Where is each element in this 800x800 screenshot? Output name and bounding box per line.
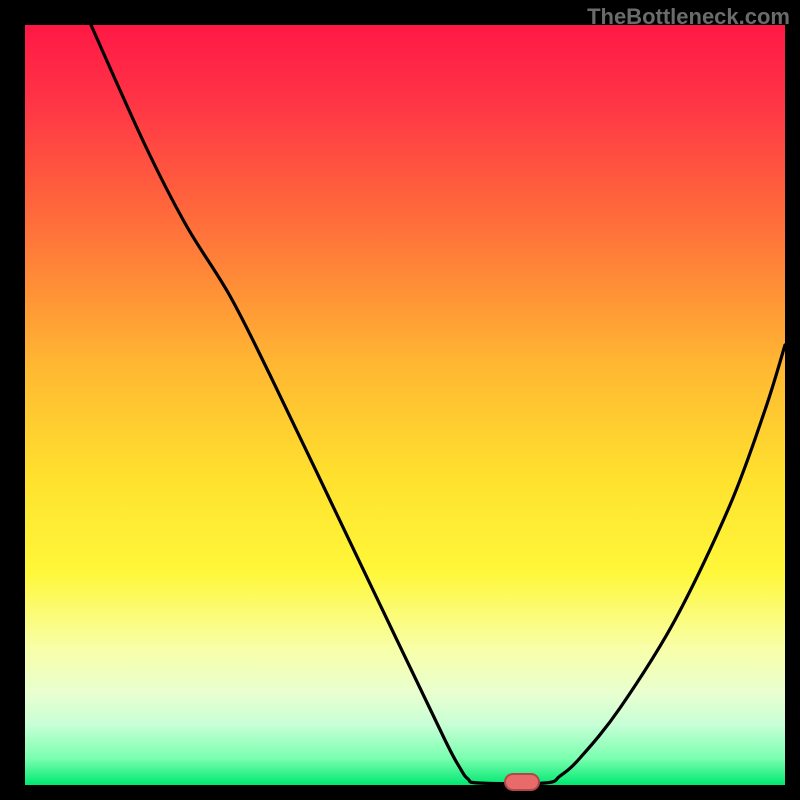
plot-background bbox=[25, 25, 785, 785]
watermark-text: TheBottleneck.com bbox=[587, 4, 790, 30]
bottleneck-chart bbox=[0, 0, 800, 800]
optimal-marker bbox=[505, 774, 539, 790]
